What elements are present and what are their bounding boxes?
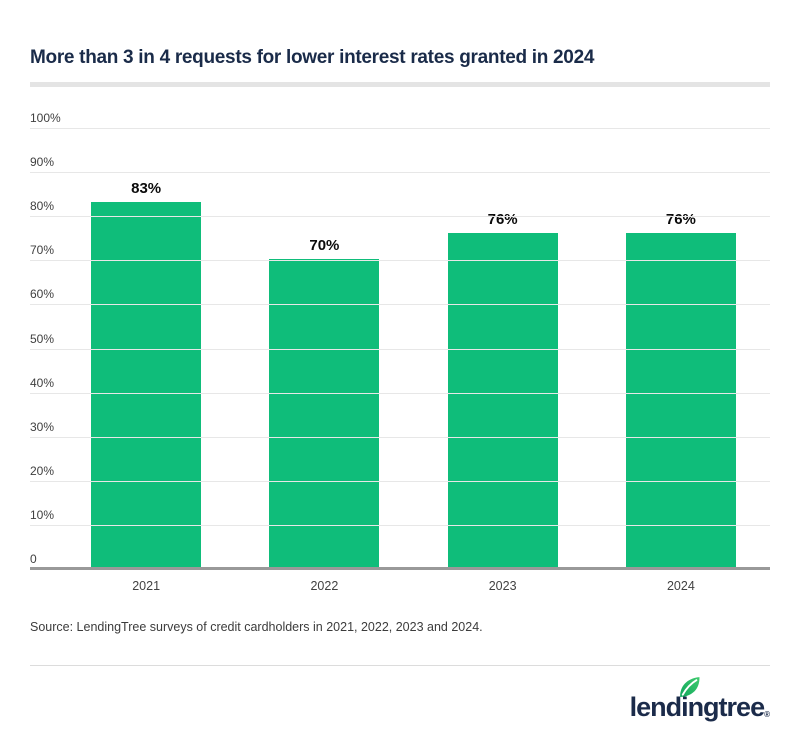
registered-trademark: ® — [764, 710, 770, 719]
gridline — [30, 392, 770, 394]
bars: 83% 70% 76% 76% — [57, 129, 770, 568]
y-tick-label: 70% — [30, 243, 55, 258]
bar-value-label: 76% — [665, 210, 696, 228]
y-tick-label: 80% — [30, 199, 55, 214]
bar — [269, 259, 380, 568]
x-tick-label: 2022 — [310, 579, 339, 593]
bar-group: 83% — [57, 129, 235, 568]
gridline — [30, 436, 770, 438]
lendingtree-logo: lendingtree® — [629, 677, 770, 727]
gridline — [30, 128, 770, 129]
bar — [625, 232, 736, 568]
y-tick-label: 20% — [30, 463, 55, 478]
title-divider — [30, 82, 770, 87]
bar-value-label: 76% — [487, 210, 518, 228]
leaf-icon — [679, 677, 700, 697]
gridline — [30, 172, 770, 174]
bar — [91, 201, 202, 568]
source-note: Source: LendingTree surveys of credit ca… — [30, 620, 483, 634]
y-tick-label: 30% — [30, 419, 55, 434]
footer-divider — [30, 665, 770, 666]
bar-chart: 83% 70% 76% 76% 100% 90% 80% 70% 60% 50% 40% 30% 20… — [30, 112, 770, 593]
gridline — [30, 524, 770, 526]
footer: lendingtree® — [30, 666, 770, 727]
logo-text: lendingtree — [629, 692, 766, 722]
gridline — [30, 348, 770, 350]
y-tick-label: 40% — [30, 375, 55, 390]
bar-group: 70% — [235, 129, 413, 568]
plot-area: 83% 70% 76% 76% 100% 90% 80% 70% 60% 50% 40% 30% 20… — [30, 112, 770, 570]
y-tick-label: 100% — [30, 111, 61, 125]
gridline — [30, 260, 770, 262]
gridline — [30, 480, 770, 482]
chart-title: More than 3 in 4 requests for lower inte… — [30, 47, 595, 68]
x-tick-label: 2024 — [666, 579, 695, 593]
bar — [447, 232, 558, 568]
y-tick-label: 50% — [30, 331, 55, 346]
x-tick-label: 2021 — [132, 579, 161, 593]
bar-value-label: 83% — [131, 179, 162, 197]
bar-value-label: 70% — [309, 237, 340, 255]
y-tick-label: 0 — [30, 552, 37, 566]
x-axis-labels: 2021 2022 2023 2024 — [30, 579, 770, 593]
x-axis-line — [30, 567, 770, 570]
gridline — [30, 304, 770, 306]
x-tick-label: 2023 — [488, 579, 517, 593]
y-tick-label: 90% — [30, 155, 55, 170]
y-tick-label: 10% — [30, 507, 55, 522]
gridline — [30, 216, 770, 218]
bar-group: 76% — [592, 129, 770, 568]
bar-group: 76% — [414, 129, 592, 568]
y-tick-label: 60% — [30, 287, 55, 302]
